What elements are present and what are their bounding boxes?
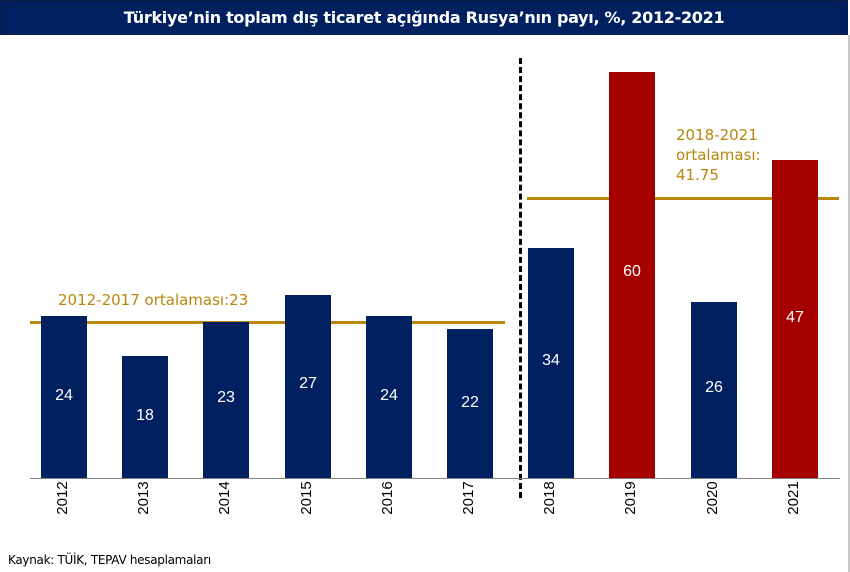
x-tick-label: 2013 <box>135 481 152 515</box>
avg-line-2018-2021 <box>527 197 839 200</box>
bar-value-label: 60 <box>623 263 641 280</box>
bar-value-label: 18 <box>136 406 154 424</box>
bar-2013: 18 <box>122 356 168 478</box>
bar-value-label: 47 <box>786 308 804 326</box>
x-tick-label: 2016 <box>379 481 396 515</box>
x-tick-label: 2017 <box>460 481 477 515</box>
avg-label-2018-2021: 2018-2021 ortalaması: 41.75 <box>676 125 761 185</box>
bar-value-label: 23 <box>217 388 235 406</box>
bar-2017: 22 <box>447 329 493 478</box>
period-divider <box>519 58 522 498</box>
chart-title-bar: Türkiye’nin toplam dış ticaret açığında … <box>0 0 848 35</box>
x-tick-label: 2018 <box>541 481 558 515</box>
x-tick-label: 2020 <box>704 481 721 515</box>
bar-2014: 23 <box>203 322 249 478</box>
bar-2016: 24 <box>366 315 412 478</box>
frame-edge <box>848 35 850 572</box>
bar-value-label: 26 <box>705 378 723 396</box>
avg-label-line1: 2018-2021 <box>676 126 758 144</box>
bar-value-label: 27 <box>299 374 317 392</box>
x-tick-label: 2021 <box>785 481 802 515</box>
bar-value-label: 24 <box>55 386 73 404</box>
avg-label-line3: 41.75 <box>676 166 719 184</box>
bar-2020: 26 <box>691 302 737 478</box>
bar-2015: 27 <box>285 295 331 478</box>
bar-value-label: 24 <box>380 386 398 404</box>
avg-line-2012-2017 <box>30 321 505 324</box>
x-tick-label: 2012 <box>54 481 71 515</box>
x-tick-label: 2014 <box>216 481 233 515</box>
x-tick-label: 2015 <box>298 481 315 515</box>
bar-2012: 24 <box>41 315 87 478</box>
source-note: Kaynak: TÜİK, TEPAV hesaplamaları <box>8 553 211 567</box>
bar-2019: 60 <box>609 72 655 478</box>
avg-label-line2: ortalaması: <box>676 146 761 164</box>
x-tick-label: 2019 <box>622 481 639 515</box>
chart-title: Türkiye’nin toplam dış ticaret açığında … <box>123 8 725 27</box>
x-axis-line <box>30 478 840 479</box>
bar-2021: 47 <box>772 159 818 478</box>
bar-value-label: 22 <box>461 393 479 411</box>
avg-label-2012-2017: 2012-2017 ortalaması:23 <box>58 291 249 309</box>
bar-value-label: 34 <box>542 351 560 369</box>
bar-2018: 34 <box>528 247 574 478</box>
